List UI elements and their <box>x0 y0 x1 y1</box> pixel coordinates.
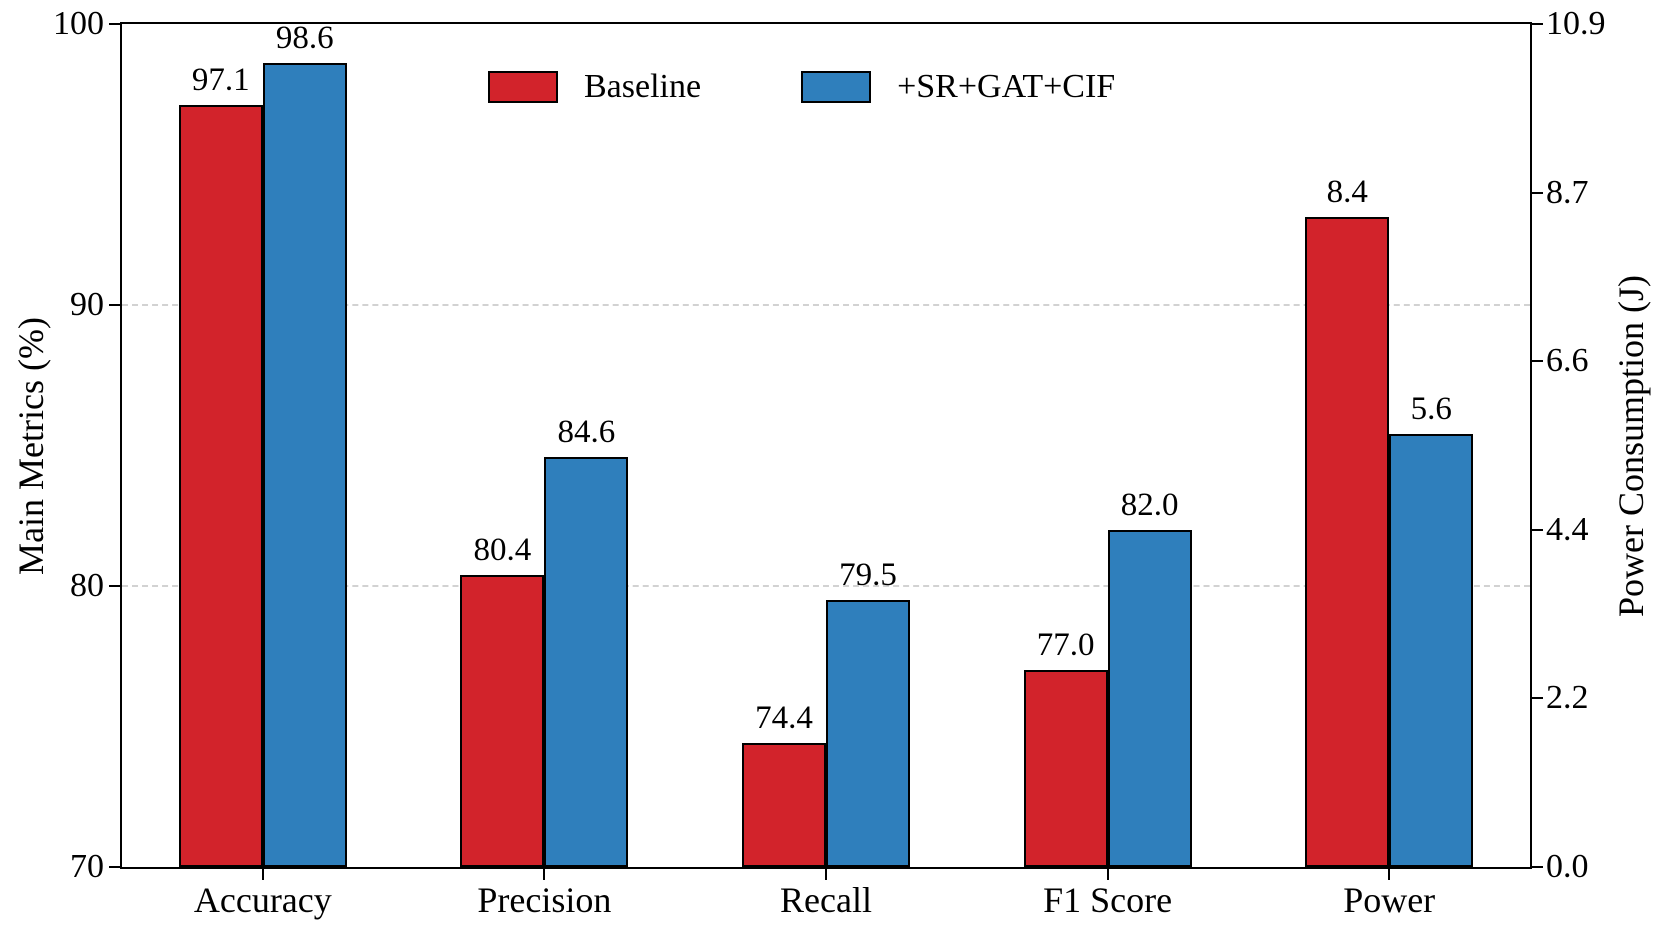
right-tick-label-8-7: 8.7 <box>1546 173 1589 211</box>
right-tick-4-4 <box>1532 528 1543 531</box>
right-tick-10-9 <box>1532 23 1543 25</box>
bar-baseline-accuracy <box>178 105 263 867</box>
x-tick-precision <box>543 869 546 880</box>
right-tick-label-4-4: 4.4 <box>1546 510 1589 548</box>
bar-sr-gat-cif-recall <box>826 600 910 867</box>
legend-item-baseline: Baseline <box>488 68 701 106</box>
bar-value-baseline-accuracy: 97.1 <box>191 62 250 99</box>
legend-swatch-baseline <box>488 71 558 103</box>
category-label-accuracy: Accuracy <box>193 880 332 920</box>
bar-baseline-power <box>1305 217 1390 867</box>
left-tick-label-70: 70 <box>70 848 104 885</box>
bar-value-baseline-recall: 74.4 <box>755 700 813 737</box>
right-tick-0-0 <box>1532 866 1543 868</box>
bar-baseline-f1-score <box>1023 670 1108 867</box>
bar-sr-gat-cif-precision <box>544 456 629 867</box>
bar-value-sr-gat-cif-recall: 79.5 <box>839 557 897 594</box>
bar-baseline-recall <box>742 743 826 867</box>
legend-swatch-sr-gat-cif <box>801 71 872 103</box>
category-label-precision: Precision <box>477 880 612 920</box>
x-tick-recall <box>825 869 827 880</box>
left-axis-title-text: Main Metrics (%) <box>11 316 51 575</box>
bar-sr-gat-cif-power <box>1389 433 1474 867</box>
x-tick-accuracy <box>261 869 264 880</box>
right-axis-title-text: Power Consumption (J) <box>1611 274 1651 617</box>
right-axis-title: Power Consumption (J) <box>1608 22 1654 869</box>
left-axis-title: Main Metrics (%) <box>8 22 54 869</box>
legend-item-sr-gat-cif: +SR+GAT+CIF <box>801 68 1115 106</box>
left-tick-label-100: 100 <box>53 5 104 42</box>
right-tick-label-6-6: 6.6 <box>1546 342 1589 380</box>
left-tick-80 <box>109 585 120 587</box>
bar-value-baseline-precision: 80.4 <box>473 531 532 568</box>
right-tick-label-2-2: 2.2 <box>1546 679 1589 717</box>
bar-sr-gat-cif-accuracy <box>262 63 347 867</box>
bar-value-sr-gat-cif-precision: 84.6 <box>557 413 616 450</box>
right-tick-label-0-0: 0.0 <box>1546 848 1589 885</box>
bar-value-sr-gat-cif-accuracy: 98.6 <box>275 20 334 57</box>
legend: Baseline +SR+GAT+CIF <box>488 68 1115 106</box>
category-label-recall: Recall <box>780 880 872 920</box>
legend-label-sr-gat-cif: +SR+GAT+CIF <box>897 68 1116 105</box>
gridline-90 <box>122 304 1530 306</box>
bar-value-sr-gat-cif-f1-score: 82.0 <box>1120 486 1179 523</box>
left-tick-label-80: 80 <box>70 567 104 604</box>
bar-baseline-precision <box>460 574 545 867</box>
bar-sr-gat-cif-f1-score <box>1107 529 1192 867</box>
category-label-f1-score: F1 Score <box>1043 880 1173 920</box>
right-tick-label-10-9: 10.9 <box>1546 5 1606 42</box>
bar-value-sr-gat-cif-power: 5.6 <box>1410 390 1452 427</box>
right-tick-6-6 <box>1532 360 1543 363</box>
legend-label-baseline: Baseline <box>584 68 702 105</box>
right-tick-8-7 <box>1532 191 1543 194</box>
x-tick-f1-score <box>1106 869 1109 880</box>
left-tick-label-90: 90 <box>70 286 104 323</box>
bar-value-baseline-f1-score: 77.0 <box>1036 627 1095 664</box>
x-tick-power <box>1388 869 1391 880</box>
left-tick-90 <box>109 304 120 306</box>
left-tick-70 <box>109 866 120 868</box>
gridline-80 <box>122 585 1530 587</box>
right-tick-2-2 <box>1532 697 1543 700</box>
plot-area: 70 80 90 100 0.0 2.2 4.4 6.6 8.7 10.9 Accuracy Prec… <box>53 5 1606 920</box>
category-label-power: Power <box>1343 880 1436 920</box>
left-tick-100 <box>109 23 120 25</box>
bar-value-baseline-power: 8.4 <box>1326 174 1368 211</box>
